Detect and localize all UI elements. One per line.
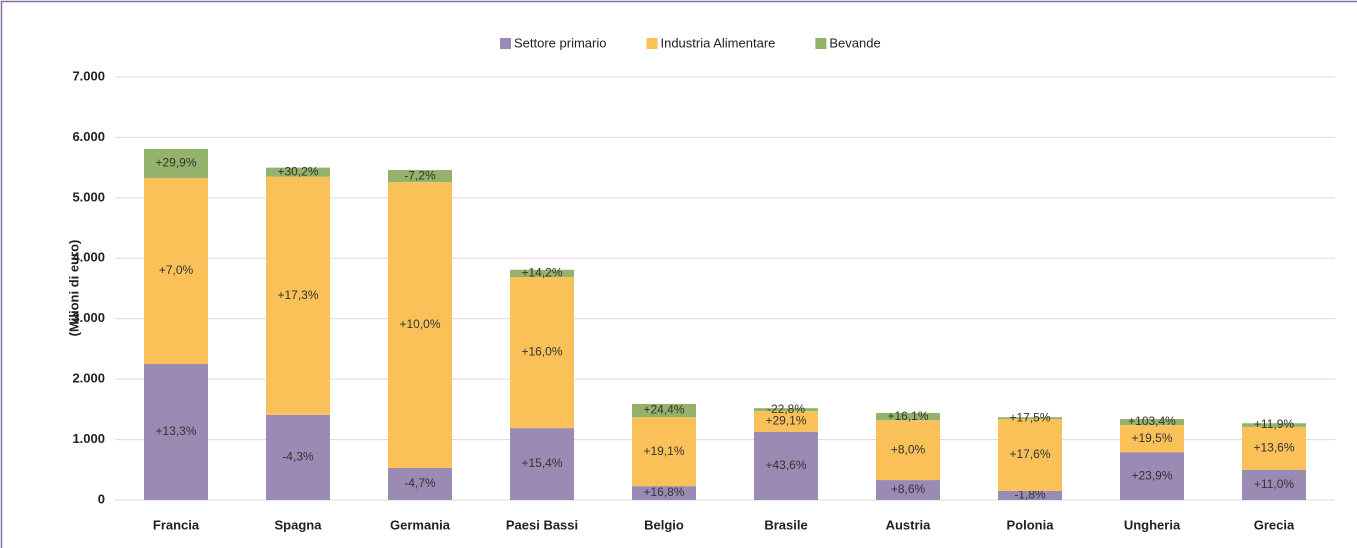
bar-segment (876, 412, 940, 421)
segment-label: -4,3% (282, 450, 314, 464)
segment-label: +13,6% (1253, 441, 1294, 455)
bar-segment (1120, 452, 1184, 500)
bar-segment (144, 177, 208, 365)
segment-label: -7,2% (404, 168, 436, 182)
y-tick-label: 0 (98, 491, 105, 506)
legend-label: Industria Alimentare (660, 35, 775, 50)
bar-segment (998, 417, 1062, 420)
segment-label: +13,3% (155, 424, 196, 438)
legend-label: Bevande (829, 35, 880, 50)
legend-swatch (500, 38, 511, 49)
segment-label: +10,0% (399, 317, 440, 331)
bar-segment (510, 269, 574, 278)
bar-segment (1120, 419, 1184, 426)
x-tick-label: Paesi Bassi (506, 517, 578, 532)
legend-swatch (815, 38, 827, 49)
bar-segment (876, 420, 940, 481)
segment-label: -1,8% (1014, 488, 1046, 502)
bar-segment (144, 364, 208, 500)
segment-label: +19,5% (1131, 431, 1172, 445)
bar-segment (754, 411, 818, 432)
segment-label: +11,0% (1254, 477, 1294, 491)
x-tick-label: Germania (390, 517, 451, 532)
x-tick-label: Austria (886, 517, 932, 532)
bar-segment (388, 467, 452, 500)
segment-label: -4,7% (404, 476, 436, 490)
y-tick-label: 4.000 (72, 250, 105, 265)
segment-label: +16,0% (521, 345, 562, 359)
bar-segment (754, 431, 818, 500)
bar-segment (1242, 469, 1306, 500)
y-tick-label: 1.000 (72, 431, 105, 446)
y-tick-label: 6.000 (72, 129, 105, 144)
x-tick-label: Grecia (1254, 517, 1295, 532)
segment-label: +15,4% (521, 456, 562, 470)
bar-segment (388, 170, 452, 183)
segment-label: +17,5% (1009, 410, 1050, 424)
segment-label: +24,4% (643, 403, 684, 417)
y-tick-label: 3.000 (72, 310, 105, 325)
segment-label: +43,6% (765, 458, 806, 472)
bar-segment (388, 182, 452, 468)
segment-label: +16,1% (887, 409, 928, 423)
segment-label: +17,3% (277, 288, 318, 302)
x-tick-label: Polonia (1007, 517, 1055, 532)
y-tick-label: 2.000 (72, 371, 105, 386)
bar-segment (266, 176, 330, 415)
segment-label: +14,2% (521, 266, 562, 280)
segment-label: +7,0% (159, 263, 194, 277)
x-tick-label: Brasile (764, 517, 807, 532)
x-tick-label: Francia (153, 517, 200, 532)
segment-label: +29,1% (765, 414, 806, 428)
segment-label: -22,8% (767, 402, 805, 416)
bar-segment (266, 414, 330, 500)
bar-segment (632, 486, 696, 500)
y-axis-title: (Milioni di euro) (66, 240, 81, 337)
legend-label: Settore primario (514, 35, 606, 50)
bar-segment (1242, 423, 1306, 427)
segment-label: +30,2% (277, 164, 318, 178)
x-tick-label: Spagna (275, 517, 323, 532)
bar-segment (1242, 426, 1306, 470)
segment-label: +8,0% (891, 442, 926, 456)
segment-label: +29,9% (155, 156, 196, 170)
bar-segment (632, 403, 696, 418)
y-tick-label: 5.000 (72, 189, 105, 204)
segment-label: +17,6% (1009, 447, 1050, 461)
bar-segment (632, 417, 696, 487)
bar-segment (510, 428, 574, 500)
bar-segment (266, 167, 330, 177)
bar-segment (998, 419, 1062, 491)
y-tick-label: 7.000 (72, 68, 105, 83)
bar-segment (1120, 425, 1184, 453)
bar-segment (144, 148, 208, 178)
segment-label: +19,1% (643, 444, 684, 458)
segment-label: +11,9% (1254, 417, 1294, 431)
x-tick-label: Ungheria (1124, 517, 1181, 532)
bar-segment (876, 480, 940, 500)
bar-segment (510, 277, 574, 429)
segment-label: +103,4% (1128, 414, 1176, 428)
x-tick-label: Belgio (644, 517, 684, 532)
segment-label: +23,9% (1131, 468, 1172, 482)
legend-swatch (646, 38, 658, 49)
segment-label: +8,6% (891, 482, 926, 496)
bar-segment (998, 490, 1062, 500)
segment-label: +16,8% (643, 485, 684, 499)
bar-segment (754, 408, 818, 412)
